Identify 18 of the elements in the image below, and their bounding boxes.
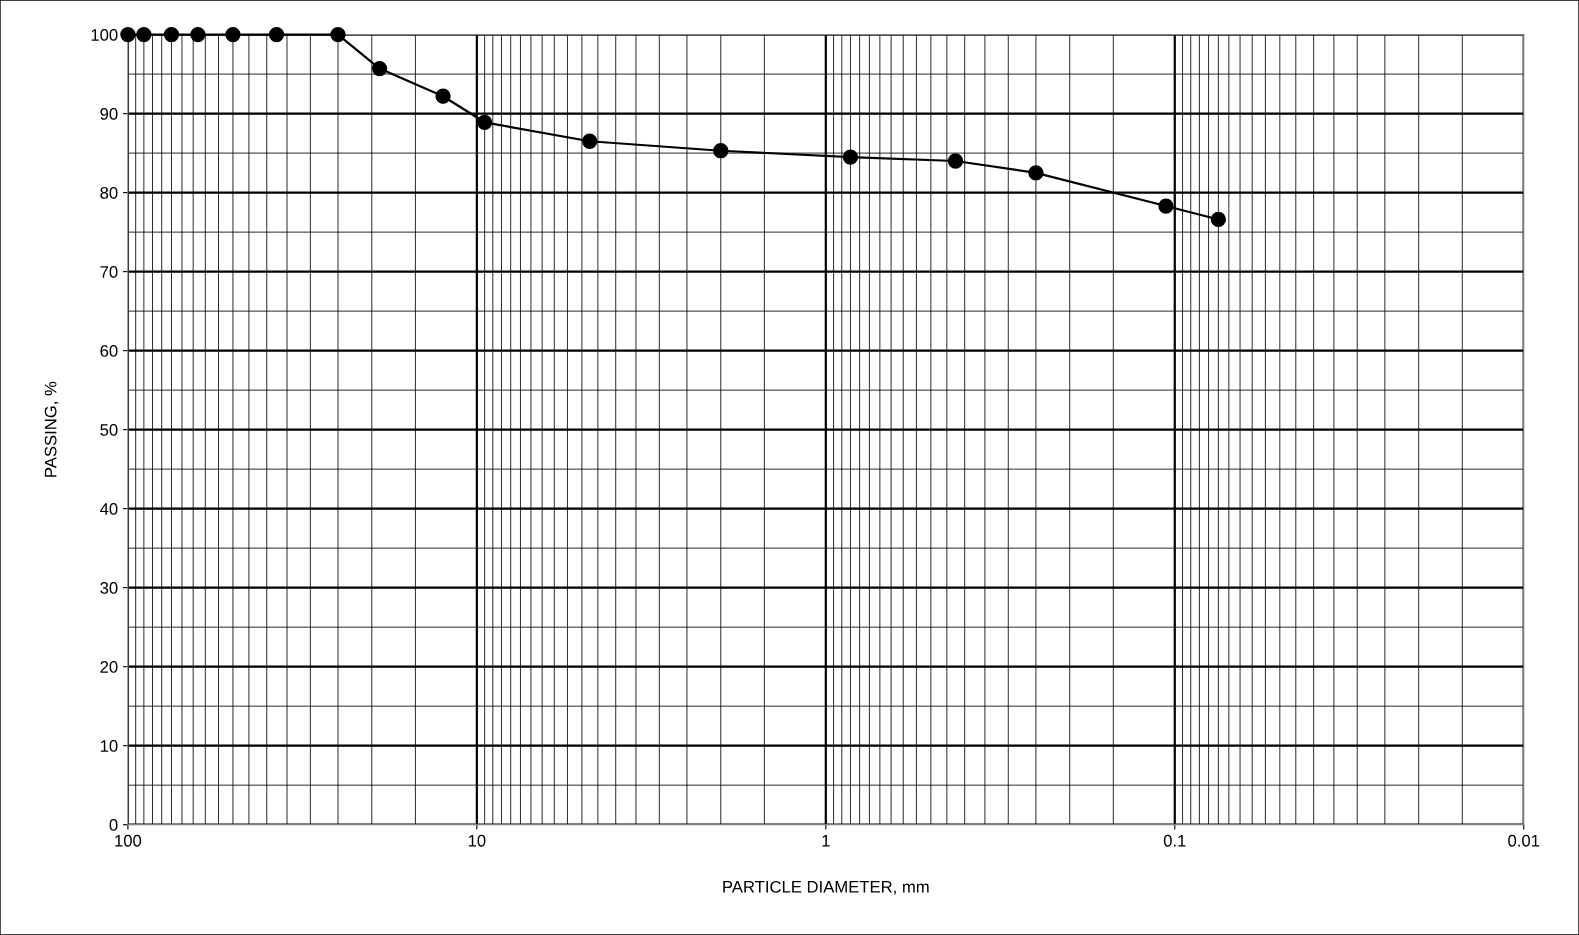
x-tick-label: 0.1	[1163, 834, 1186, 847]
y-tick-label: 70	[100, 266, 118, 278]
y-tick-label: 0	[109, 819, 118, 831]
y-tick-label: 20	[100, 661, 118, 673]
y-tick-label: 50	[100, 424, 118, 436]
y-tick-label: 30	[100, 582, 118, 594]
x-tick-label: 0.01	[1508, 834, 1540, 847]
y-tick-label: 40	[100, 503, 118, 515]
y-tick-label: 10	[100, 740, 118, 752]
y-tick-label: 80	[100, 187, 118, 199]
x-tick-label: 10	[468, 834, 486, 847]
y-tick-label: 100	[91, 29, 118, 41]
x-tick-label: 1	[822, 835, 830, 847]
y-tick-label: 60	[100, 345, 118, 357]
x-axis-title: PARTICLE DIAMETER, mm	[723, 880, 929, 895]
y-tick-label: 90	[100, 108, 118, 120]
y-axis-title: PASSING, %	[44, 381, 59, 477]
x-tick-label: 100	[115, 834, 142, 847]
